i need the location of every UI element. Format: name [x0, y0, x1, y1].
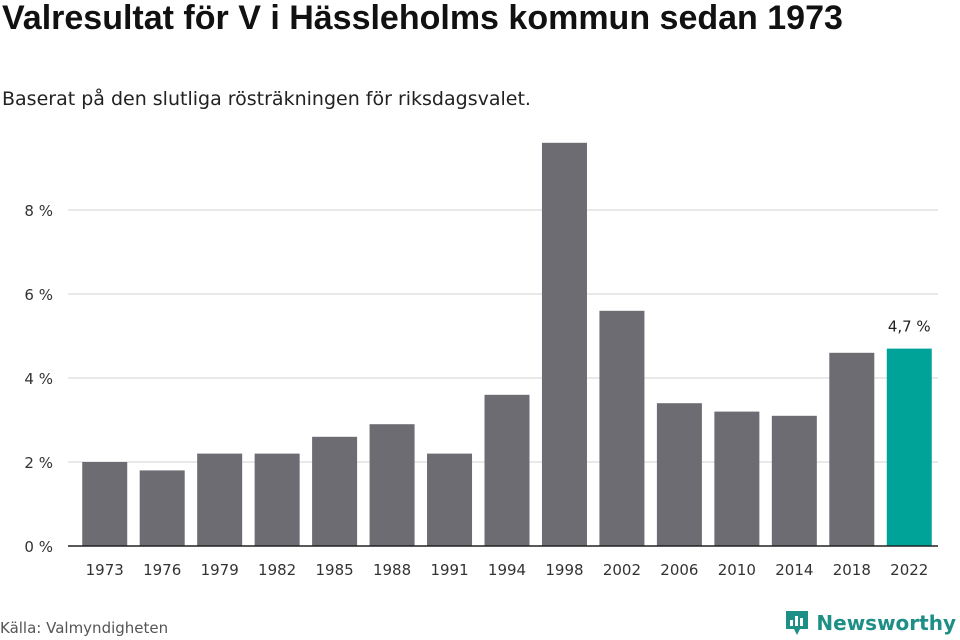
- y-tick-label: 2 %: [24, 454, 53, 472]
- bar: [599, 310, 645, 546]
- x-tick-label: 2018: [833, 561, 871, 579]
- bar: [139, 470, 185, 546]
- bar: [656, 403, 702, 546]
- chart-title: Valresultat för V i Hässleholms kommun s…: [2, 0, 843, 37]
- source-note: Källa: Valmyndigheten: [0, 619, 169, 637]
- y-tick-label: 4 %: [24, 370, 53, 388]
- bar: [484, 394, 530, 546]
- x-tick-label: 1985: [316, 561, 354, 579]
- x-tick-label: 2006: [660, 561, 698, 579]
- data-label: 4,7 %: [888, 318, 931, 336]
- x-tick-label: 2014: [775, 561, 813, 579]
- newsworthy-logo-icon: [786, 611, 809, 635]
- x-tick-label: 1991: [430, 561, 468, 579]
- x-tick-label: 1998: [545, 561, 583, 579]
- x-tick-label: 2022: [890, 561, 928, 579]
- bar: [829, 352, 875, 546]
- bar: [369, 424, 415, 546]
- chart-subtitle: Baserat på den slutliga rösträkningen fö…: [2, 88, 531, 110]
- bar: [771, 415, 817, 546]
- x-tick-label: 1994: [488, 561, 526, 579]
- x-tick-label: 1982: [258, 561, 296, 579]
- bar: [82, 462, 128, 546]
- bar: [254, 453, 300, 546]
- y-tick-label: 0 %: [24, 538, 53, 556]
- bar: [312, 436, 358, 546]
- y-tick-label: 6 %: [24, 286, 53, 304]
- newsworthy-logo: Newsworthy: [784, 609, 956, 637]
- x-tick-label: 1979: [201, 561, 239, 579]
- bar: [197, 453, 243, 546]
- bar: [714, 411, 760, 546]
- y-tick-label: 8 %: [24, 202, 53, 220]
- x-tick-label: 1976: [143, 561, 181, 579]
- bar: [886, 348, 932, 546]
- brand-name: Newsworthy: [816, 611, 956, 635]
- x-tick-label: 2002: [603, 561, 641, 579]
- x-tick-label: 2010: [718, 561, 756, 579]
- bar: [427, 453, 473, 546]
- bar: [541, 142, 587, 547]
- x-tick-label: 1973: [86, 561, 124, 579]
- x-tick-label: 1988: [373, 561, 411, 579]
